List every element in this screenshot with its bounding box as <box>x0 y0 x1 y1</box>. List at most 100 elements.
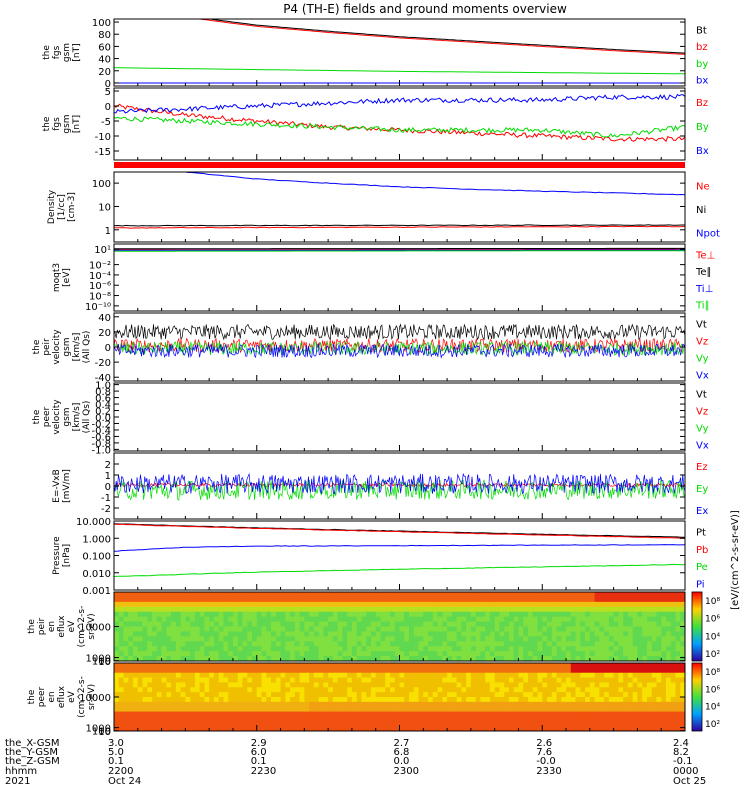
spectrogram-cell <box>632 656 639 661</box>
spectrogram-cell <box>418 651 424 657</box>
spectrogram-cell <box>608 656 615 661</box>
spectrogram-cell <box>190 682 196 688</box>
spectrogram-cell <box>375 621 382 628</box>
spectrogram-cell <box>261 726 267 731</box>
spectrogram-cell <box>370 641 377 647</box>
spectrogram-cell <box>175 701 182 708</box>
spectrogram-cell <box>585 716 591 722</box>
spectrogram-cell <box>171 606 177 613</box>
spectrogram-cell <box>656 672 662 679</box>
spectrogram-cell <box>347 682 353 688</box>
spectrogram-cell <box>313 672 320 679</box>
spectrogram-cell <box>256 641 263 647</box>
spectrogram-cell <box>523 656 529 661</box>
spectrogram-cell <box>123 651 129 657</box>
spectrogram-cell <box>570 687 577 693</box>
colorbar-tick-label: 10⁶ <box>705 685 720 695</box>
spectrogram-cell <box>294 701 301 708</box>
spectrogram-cell <box>142 592 148 598</box>
spectrogram-cell <box>118 626 125 633</box>
spectrogram-cell <box>527 672 534 679</box>
spectrogram-cell <box>332 692 339 698</box>
spectrogram-cell <box>680 726 685 731</box>
spectrogram-cell <box>399 651 405 657</box>
spectrogram-cell <box>199 646 206 652</box>
spectrogram-cell <box>394 721 401 727</box>
spectrogram-cell <box>385 697 391 703</box>
spectrogram-cell <box>147 596 153 603</box>
spectrogram-cell <box>432 641 439 647</box>
spectrogram-cell <box>347 646 353 652</box>
spectrogram-cell <box>266 596 272 603</box>
spectrogram-cell <box>318 682 324 688</box>
spectrogram-cell <box>356 641 363 647</box>
spectrogram-cell <box>247 711 253 718</box>
spectrogram-cell <box>532 716 539 722</box>
spectrogram-cell <box>356 626 363 633</box>
spectrogram-cell <box>399 721 405 727</box>
spectrogram-cell <box>309 631 315 637</box>
spectrogram-cell <box>128 621 134 628</box>
spectrogram-cell <box>166 667 172 674</box>
spectrogram-cell <box>114 687 120 693</box>
spectrogram-cell <box>209 672 215 679</box>
spectrogram-cell <box>137 601 144 608</box>
spectrogram-cell <box>637 641 643 647</box>
spectrogram-cell <box>661 721 667 727</box>
spectrogram-cell <box>351 611 358 618</box>
spectrogram-cell <box>480 626 486 633</box>
spectrogram-cell <box>456 726 462 731</box>
spectrogram-cell <box>304 663 310 669</box>
spectrogram-cell <box>342 606 348 613</box>
y-axis-label-line: [nPa] <box>62 544 72 567</box>
spectrogram-cell <box>171 726 177 731</box>
spectrogram-cell <box>114 651 120 657</box>
spectrogram-cell <box>285 677 291 684</box>
spectrogram-cell <box>494 667 501 674</box>
spectrogram-cell <box>118 667 125 674</box>
spectrogram-cell <box>394 631 401 637</box>
spectrogram-cell <box>366 677 372 684</box>
spectrogram-cell <box>251 606 258 613</box>
spectrogram-cell <box>147 656 153 661</box>
spectrogram-cell <box>604 687 610 693</box>
spectrogram-cell <box>489 682 496 688</box>
spectrogram-cell <box>489 726 496 731</box>
spectrogram-cell <box>594 682 600 688</box>
spectrogram-cell <box>680 596 685 603</box>
spectrogram-cell <box>680 711 685 718</box>
spectrogram-cell <box>613 716 619 722</box>
spectrogram-cell <box>656 716 662 722</box>
spectrogram-cell <box>185 667 191 674</box>
spectrogram-cell <box>123 641 129 647</box>
spectrogram-cell <box>318 606 324 613</box>
spectrogram-cell <box>589 706 596 713</box>
spectrogram-cell <box>661 687 667 693</box>
spectrogram-cell <box>294 616 301 623</box>
spectrogram-cell <box>551 706 558 713</box>
spectrogram-cell <box>418 711 424 718</box>
spectrogram-cell <box>323 646 329 652</box>
spectrogram-cell <box>475 667 481 674</box>
spectrogram-cell <box>604 631 610 637</box>
spectrogram-cell <box>608 701 615 708</box>
spectrogram-cell <box>261 636 267 642</box>
spectrogram-cell <box>594 651 600 657</box>
spectrogram-cell <box>223 706 229 713</box>
spectrogram-cell <box>290 663 296 669</box>
spectrogram-cell <box>489 646 496 652</box>
spectrogram-cell <box>594 656 600 661</box>
y-axis-label-line: [km/s] <box>72 403 82 432</box>
spectrogram-cell <box>661 663 667 669</box>
spectrogram-cell <box>128 616 134 623</box>
spectrogram-cell <box>332 631 339 637</box>
spectrogram-cell <box>290 606 296 613</box>
spectrogram-cell <box>271 697 277 703</box>
spectrogram-cell <box>665 651 672 657</box>
spectrogram-cell <box>661 672 667 679</box>
spectrogram-cell <box>608 721 615 727</box>
spectrogram-cell <box>175 677 182 684</box>
spectrogram-cell <box>404 601 410 608</box>
spectrogram-cell <box>137 706 144 713</box>
spectrogram-cell <box>632 667 639 674</box>
